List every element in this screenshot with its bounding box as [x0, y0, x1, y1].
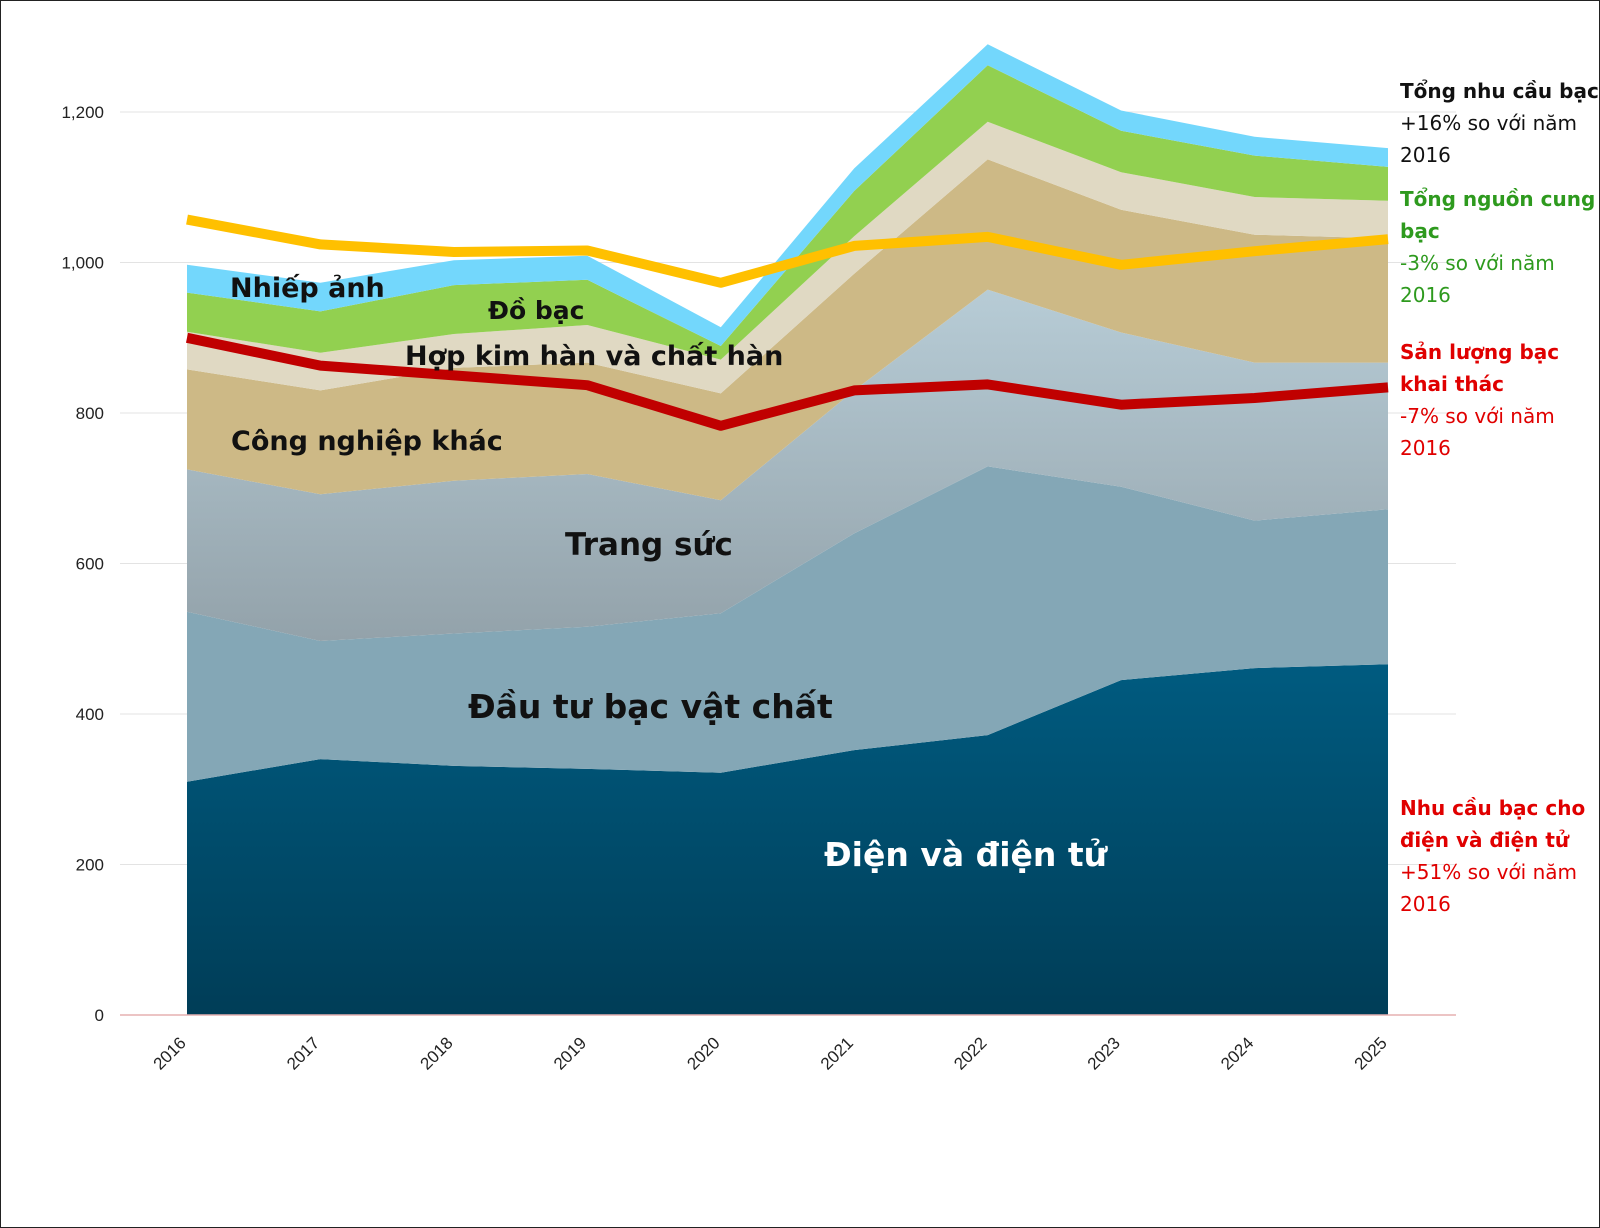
- area-layer: [187, 44, 1388, 1015]
- area-label-photography: Nhiếp ảnh: [230, 273, 385, 304]
- area-physical-investment: [187, 466, 1388, 782]
- x-tick-label: 2016: [150, 1033, 190, 1073]
- area-label-jewelry: Trang sức: [565, 527, 733, 563]
- area-solder: [187, 121, 1388, 394]
- annotation-total-supply-title1: Tổng nguồn cung: [1400, 187, 1595, 211]
- annotation-mine-production: Sản lượng bạc khai thác -7% so với năm 2…: [1400, 340, 1559, 460]
- x-tick-label: 2019: [550, 1033, 590, 1073]
- y-tick-label: 400: [76, 705, 104, 724]
- y-tick-label: 0: [95, 1006, 104, 1025]
- annotation-total-demand: Tổng nhu cầu bạc +16% so với năm 2016: [1400, 79, 1599, 167]
- annotation-total-supply-line2: 2016: [1400, 283, 1451, 307]
- y-tick-label: 200: [76, 856, 104, 875]
- annotation-electrical-title1: Nhu cầu bạc cho: [1400, 796, 1585, 820]
- annotation-electrical-line2: 2016: [1400, 892, 1451, 916]
- annotation-total-supply-line1: -3% so với năm: [1400, 251, 1555, 275]
- x-tick-label: 2022: [950, 1033, 990, 1073]
- annotation-total-supply-title2: bạc: [1400, 219, 1440, 243]
- x-tick-label: 2017: [283, 1033, 323, 1073]
- y-tick-label: 1,000: [61, 254, 104, 273]
- area-silverware: [187, 65, 1388, 360]
- area-label-other-industry: Công nghiệp khác: [231, 426, 503, 457]
- area-jewelry: [187, 289, 1388, 641]
- annotation-electrical-title2: điện và điện tử: [1400, 828, 1570, 852]
- x-tick-label: 2021: [817, 1033, 857, 1073]
- annotation-total-demand-line1: +16% so với năm: [1400, 111, 1577, 135]
- x-tick-label: 2024: [1217, 1033, 1257, 1073]
- x-tick-label: 2025: [1351, 1033, 1391, 1073]
- area-photography: [187, 44, 1388, 347]
- annotation-mine-title2: khai thác: [1400, 372, 1504, 396]
- annotation-total-supply: Tổng nguồn cung bạc -3% so với năm 2016: [1400, 187, 1595, 307]
- y-tick-label: 1,200: [61, 103, 104, 122]
- area-label-silverware: Đồ bạc: [488, 296, 584, 325]
- area-label-physical-investment: Đầu tư bạc vật chất: [468, 687, 833, 726]
- line-layer: [185, 214, 1389, 431]
- annotation-electrical-line1: +51% so với năm: [1400, 860, 1577, 884]
- x-tick-label: 2018: [417, 1033, 457, 1073]
- annotation-mine-title1: Sản lượng bạc: [1400, 340, 1559, 364]
- annotation-total-demand-title: Tổng nhu cầu bạc: [1400, 79, 1599, 103]
- line-mine-production: [185, 332, 1389, 431]
- annotation-electrical-demand: Nhu cầu bạc cho điện và điện tử +51% so …: [1400, 796, 1585, 916]
- y-tick-label: 800: [76, 404, 104, 423]
- area-label-electrical: Điện và điện tử: [824, 835, 1109, 874]
- x-tick-label: 2020: [683, 1033, 723, 1073]
- area-label-solder: Hợp kim hàn và chất hàn: [405, 341, 783, 372]
- annotation-mine-line1: -7% so với năm: [1400, 404, 1555, 428]
- y-tick-label: 600: [76, 555, 104, 574]
- annotation-mine-line2: 2016: [1400, 436, 1451, 460]
- area-other-industry: [187, 159, 1388, 501]
- annotation-total-demand-line2: 2016: [1400, 143, 1451, 167]
- line-total-supply: [186, 214, 1389, 288]
- x-tick-label: 2023: [1084, 1033, 1124, 1073]
- area-electrical: [187, 664, 1388, 1015]
